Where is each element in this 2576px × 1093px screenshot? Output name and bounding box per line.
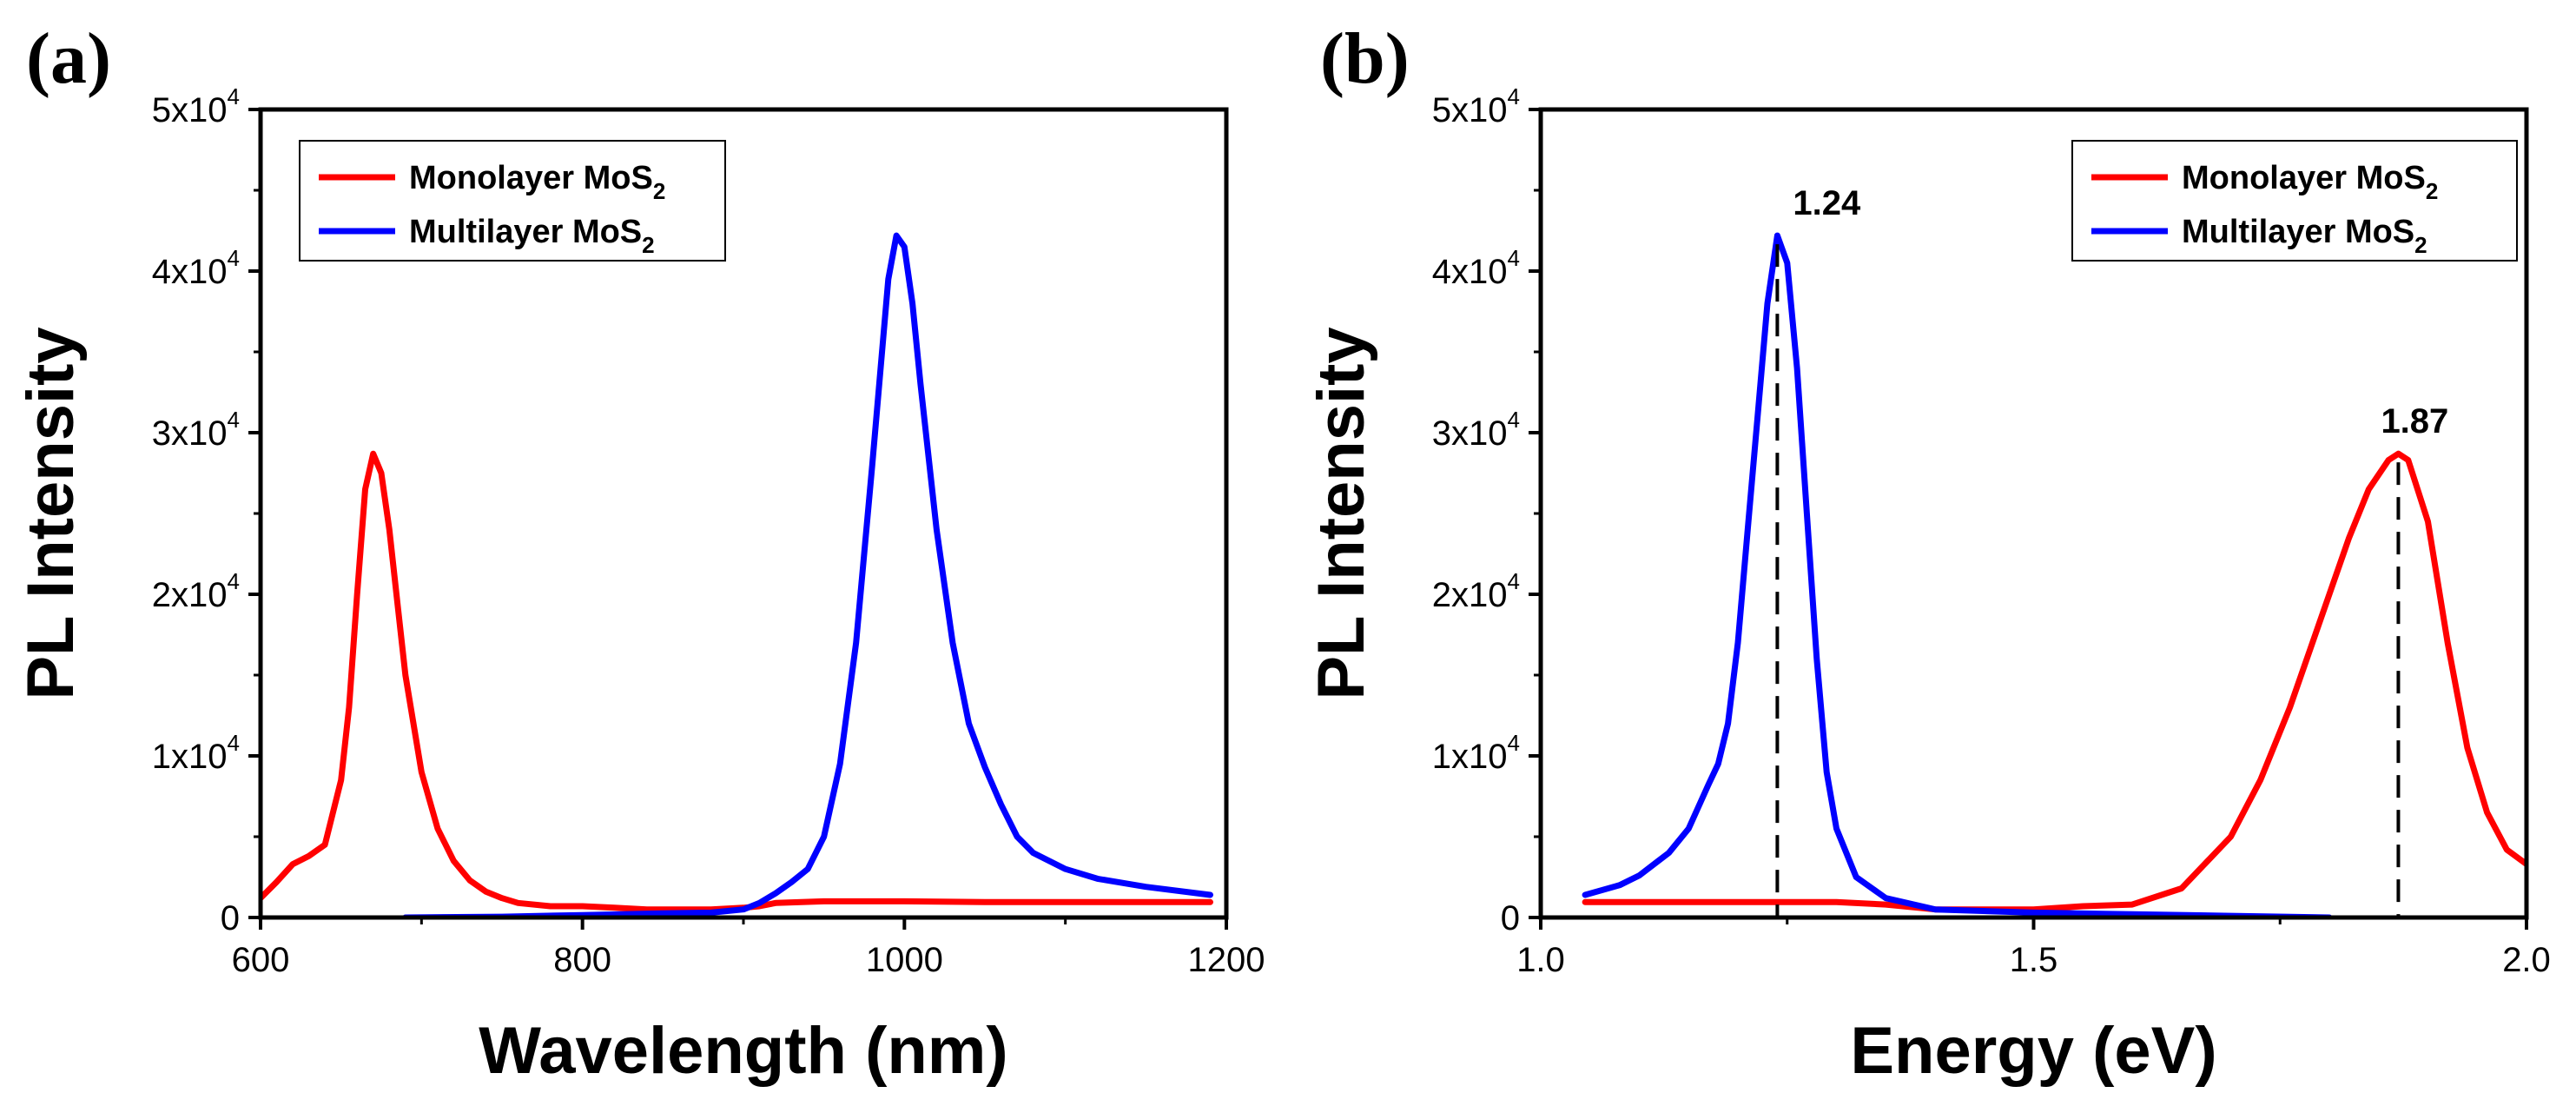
legend-label-monolayer: Monolayer MoS2 — [409, 160, 665, 204]
y-tick-label: 1x104 — [1432, 730, 1520, 776]
y-tick-label: 3x104 — [152, 407, 240, 453]
plot-area — [1582, 232, 2526, 917]
legend: Monolayer MoS2 Multilayer MoS2 — [299, 140, 726, 262]
y-tick-label: 5x104 — [1432, 83, 1520, 129]
legend-label-monolayer: Monolayer MoS2 — [2182, 160, 2438, 204]
panel-a: (a) 600 800 1000 1200 0 1x104 2x104 3x104 4x104 5x… — [14, 18, 1265, 1088]
legend-label-multilayer: Multilayer MoS2 — [2182, 214, 2427, 258]
plot-area — [261, 232, 1213, 917]
x-tick-label: 1.5 — [2010, 941, 2058, 979]
x-tick-label: 1.0 — [1516, 941, 1565, 979]
panel-b: (b) 1.24 1.87 1.0 1.5 2.0 0 1x104 2x104 3x104 4x10… — [1305, 18, 2551, 1088]
legend-box — [2071, 140, 2518, 262]
x-axis-title: Energy (eV) — [1850, 1014, 2216, 1088]
x-axis-title: Wavelength (nm) — [479, 1014, 1007, 1088]
panel-letter: (a) — [26, 18, 111, 99]
y-tick-label: 5x104 — [152, 83, 240, 129]
y-tick-label: 1x104 — [152, 730, 240, 776]
y-tick-label: 0 — [221, 899, 240, 937]
monolayer-series-line — [1582, 450, 2526, 913]
y-axis-title: PL Intensity — [14, 327, 88, 699]
y-tick-label: 2x104 — [152, 568, 240, 614]
x-tick-label: 1200 — [1188, 941, 1265, 979]
y-tick-label: 2x104 — [1432, 568, 1520, 614]
peak-label: 1.87 — [2381, 402, 2448, 441]
y-tick-label: 4x104 — [1432, 245, 1520, 291]
y-tick-label: 4x104 — [152, 245, 240, 291]
y-tick-label: 0 — [1501, 899, 1520, 937]
panel-letter: (b) — [1320, 18, 1410, 99]
multilayer-series-line — [402, 232, 1213, 917]
legend: Monolayer MoS2 Multilayer MoS2 — [2071, 140, 2518, 262]
multilayer-series-line — [1582, 232, 2333, 917]
y-axis-title: PL Intensity — [1305, 327, 1378, 699]
x-tick-label: 800 — [553, 941, 611, 979]
peak-label: 1.24 — [1793, 184, 1861, 222]
x-tick-label: 2.0 — [2502, 941, 2551, 979]
legend-label-multilayer: Multilayer MoS2 — [409, 214, 655, 258]
y-tick-label: 3x104 — [1432, 407, 1520, 453]
legend-box — [299, 140, 726, 262]
x-tick-label: 600 — [232, 941, 290, 979]
monolayer-series-line — [261, 450, 1213, 913]
x-tick-label: 1000 — [866, 941, 943, 979]
